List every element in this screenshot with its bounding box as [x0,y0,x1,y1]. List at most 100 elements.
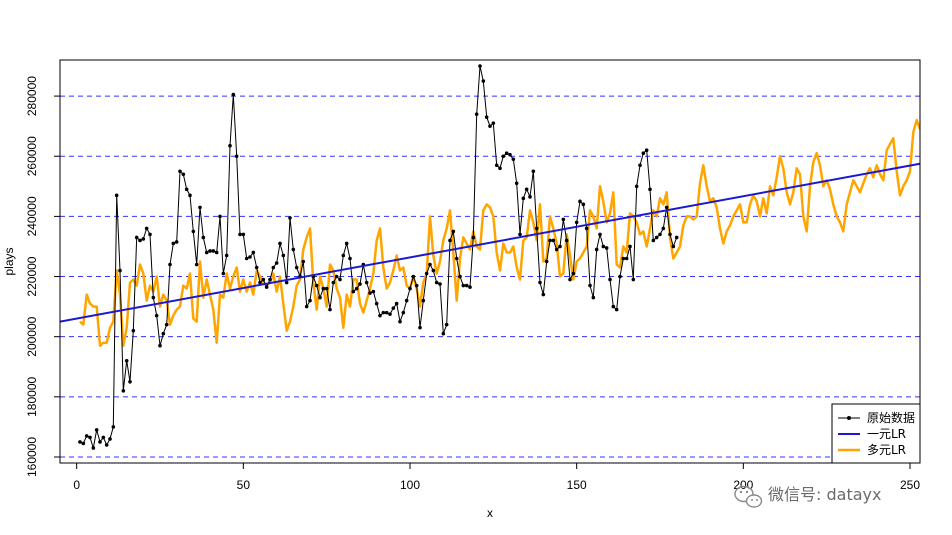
data-point [291,247,296,252]
y-tick-label: 240000 [25,196,39,236]
data-point [328,307,332,312]
data-point [638,163,642,168]
data-point [331,280,336,285]
data-point [301,259,306,264]
data-point [154,313,159,318]
data-point [234,154,239,159]
data-point [418,325,422,330]
data-point [221,271,226,276]
data-point [111,425,116,429]
data-point [338,277,342,282]
data-point [501,154,506,159]
data-point [388,312,392,316]
data-point [368,291,372,295]
y-tick-label: 160000 [25,437,39,477]
data-point [288,216,292,220]
data-point [211,249,216,253]
data-point [624,256,629,261]
data-point [314,283,319,288]
data-point [88,435,92,440]
data-point [284,280,289,285]
data-point [458,274,462,279]
data-point [454,256,459,261]
data-point [648,187,652,192]
data-point [254,265,259,270]
watermark: 微信号: datayx [734,485,881,508]
data-point [668,232,672,237]
data-point [384,310,389,315]
data-point [598,232,602,237]
data-point [524,187,529,192]
data-point [128,379,132,384]
data-point [364,280,369,285]
data-point [378,313,382,318]
data-point [608,277,612,282]
data-point [344,241,349,246]
data-point [484,115,489,119]
data-point [84,434,89,438]
data-point [308,298,312,303]
data-point [528,195,532,199]
data-point [564,238,569,243]
data-point [144,226,149,231]
data-point [104,443,109,447]
data-point [391,306,396,310]
data-point [241,232,246,237]
y-tick-label: 280000 [25,76,39,116]
data-point [224,253,229,258]
data-point [161,331,166,336]
data-point [654,235,659,240]
data-point [674,235,679,240]
data-point [394,301,399,306]
series-line-multi-lr [79,118,920,347]
data-point [594,247,599,252]
x-tick-label: 100 [400,478,420,492]
data-point [194,262,199,267]
data-point [274,261,279,265]
legend-label: 多元LR [867,443,906,457]
data-point [324,286,329,291]
data-point [601,244,606,249]
data-point [571,271,576,276]
data-point [91,446,96,450]
data-point [264,285,269,289]
data-point [174,240,179,244]
data-point [518,232,522,237]
data-point [431,268,436,273]
data-point [544,259,549,264]
data-point [118,268,122,273]
data-point [568,277,572,282]
data-point [374,301,379,306]
data-point [541,292,546,297]
data-point [474,112,479,116]
y-tick-label: 260000 [25,136,39,176]
data-point [628,244,632,249]
y-tick-label: 180000 [25,376,39,416]
data-point [551,238,556,243]
data-point [208,249,212,253]
data-point [641,151,646,156]
data-point [558,244,562,249]
data-point [514,181,519,186]
data-point [261,277,266,282]
data-point [424,271,429,276]
legend-point [847,416,851,420]
data-point [134,235,139,240]
data-point [408,286,412,291]
data-point [371,289,376,294]
data-point [148,232,152,237]
data-point [268,277,272,282]
data-point [604,246,609,250]
data-point [498,166,502,171]
data-point [461,283,466,288]
data-point [491,121,496,125]
data-point [191,229,196,234]
data-point [108,437,112,441]
data-point [181,172,186,177]
data-point [201,235,206,240]
data-point [428,262,432,267]
data-point [631,277,636,282]
data-point [158,343,162,348]
data-point [348,256,352,261]
